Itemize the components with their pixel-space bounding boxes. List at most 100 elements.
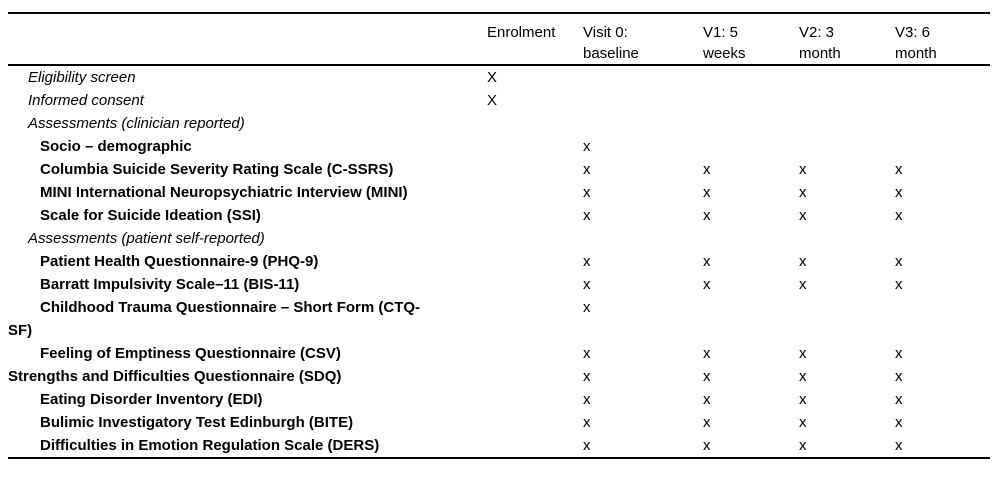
row-label: Feeling of Emptiness Questionnaire (CSV) [40,345,341,362]
row-label: Strengths and Difficulties Questionnaire… [8,368,342,385]
mark-cell: x [799,276,807,293]
row-label: Socio – demographic [40,138,192,155]
mark-cell: x [799,184,807,201]
table-header-row: Enrolment Visit 0: baseline V1: 5 weeks V2: 3… [8,13,990,66]
row-label: Barratt Impulsivity Scale–11 (BIS-11) [40,276,300,293]
row-label: Difficulties in Emotion Regulation Scale… [40,437,380,454]
row-label: MINI International Neuropsychiatric Inte… [40,184,408,201]
mark-cell [583,112,703,135]
table-row: Socio – demographic x [8,135,990,158]
mark-cell [703,227,799,250]
mark-cell [703,65,799,89]
column-header: Visit 0: baseline [583,13,703,66]
mark-cell: x [583,207,591,224]
mark-cell: x [799,207,807,224]
row-label: Assessments (patient self-reported) [28,230,265,247]
mark-cell: x [895,368,903,385]
table-row: Scale for Suicide Ideation (SSI) x x x x [8,204,990,227]
mark-cell: x [799,437,807,454]
mark-cell: x [703,368,711,385]
mark-cell: x [583,253,591,270]
mark-cell [487,158,583,181]
mark-cell [895,135,990,158]
column-header-line1: V3: 6 [895,24,931,41]
row-label: Eligibility screen [28,69,136,86]
mark-cell: x [799,368,807,385]
table-row: Patient Health Questionnaire-9 (PHQ-9) x x… [8,250,990,273]
mark-cell: x [895,207,903,224]
mark-cell: x [895,414,903,431]
row-label: Columbia Suicide Severity Rating Scale (… [40,161,394,178]
mark-cell: x [583,138,591,155]
mark-cell: x [583,437,591,454]
table-row: Childhood Trauma Questionnaire – Short F… [8,296,990,342]
mark-cell [487,204,583,227]
mark-cell [487,296,583,342]
mark-cell: x [583,391,591,408]
row-label: Scale for Suicide Ideation (SSI) [40,207,261,224]
corner-cell [8,13,487,66]
mark-cell [895,296,990,342]
mark-cell: x [799,253,807,270]
mark-cell: x [703,437,711,454]
table-row: Feeling of Emptiness Questionnaire (CSV)… [8,342,990,365]
mark-cell: x [895,391,903,408]
row-label: Bulimic Investigatory Test Edinburgh (BI… [40,414,354,431]
mark-cell [895,65,990,89]
column-header-line2: baseline [583,45,639,62]
mark-cell [799,112,895,135]
mark-cell [487,434,583,458]
mark-cell [583,65,703,89]
mark-cell: x [583,184,591,201]
mark-cell [895,227,990,250]
mark-cell [487,273,583,296]
row-label: Assessments (clinician reported) [28,115,245,132]
mark-cell [583,89,703,112]
mark-cell: x [703,184,711,201]
mark-cell [487,181,583,204]
column-header-line2: weeks [703,45,746,62]
mark-cell: x [799,414,807,431]
mark-cell: x [583,276,591,293]
mark-cell [487,227,583,250]
mark-cell: X [487,92,498,109]
mark-cell [703,89,799,112]
mark-cell [487,112,583,135]
mark-cell [703,112,799,135]
mark-cell: x [703,207,711,224]
row-label: Patient Health Questionnaire-9 (PHQ-9) [40,253,319,270]
table-row: Eating Disorder Inventory (EDI) x x x x [8,388,990,411]
mark-cell: x [583,345,591,362]
mark-cell [895,89,990,112]
mark-cell [799,227,895,250]
mark-cell: x [583,368,591,385]
assessment-schedule-table: Enrolment Visit 0: baseline V1: 5 weeks V2: 3… [8,12,990,459]
mark-cell [799,296,895,342]
mark-cell: x [895,161,903,178]
column-header: Enrolment [487,13,583,66]
mark-cell [703,135,799,158]
row-label: Informed consent [28,92,144,109]
mark-cell: x [895,276,903,293]
mark-cell: x [583,161,591,178]
mark-cell: x [895,253,903,270]
mark-cell [895,112,990,135]
table-row: Barratt Impulsivity Scale–11 (BIS-11) x x x… [8,273,990,296]
mark-cell [487,411,583,434]
table-row: Assessments (patient self-reported) [8,227,990,250]
column-header: V2: 3 month [799,13,895,66]
table-row: Eligibility screen X [8,65,990,89]
column-header-line1: Visit 0: [583,24,628,41]
table-row: Informed consent X [8,89,990,112]
mark-cell [487,388,583,411]
column-header-line2: month [895,45,937,62]
mark-cell: x [799,161,807,178]
table-row: Strengths and Difficulties Questionnaire… [8,365,990,388]
column-header-line1: V1: 5 [703,24,739,41]
table-row: Difficulties in Emotion Regulation Scale… [8,434,990,458]
mark-cell [799,135,895,158]
mark-cell [487,365,583,388]
mark-cell: x [703,391,711,408]
mark-cell: x [583,414,591,431]
